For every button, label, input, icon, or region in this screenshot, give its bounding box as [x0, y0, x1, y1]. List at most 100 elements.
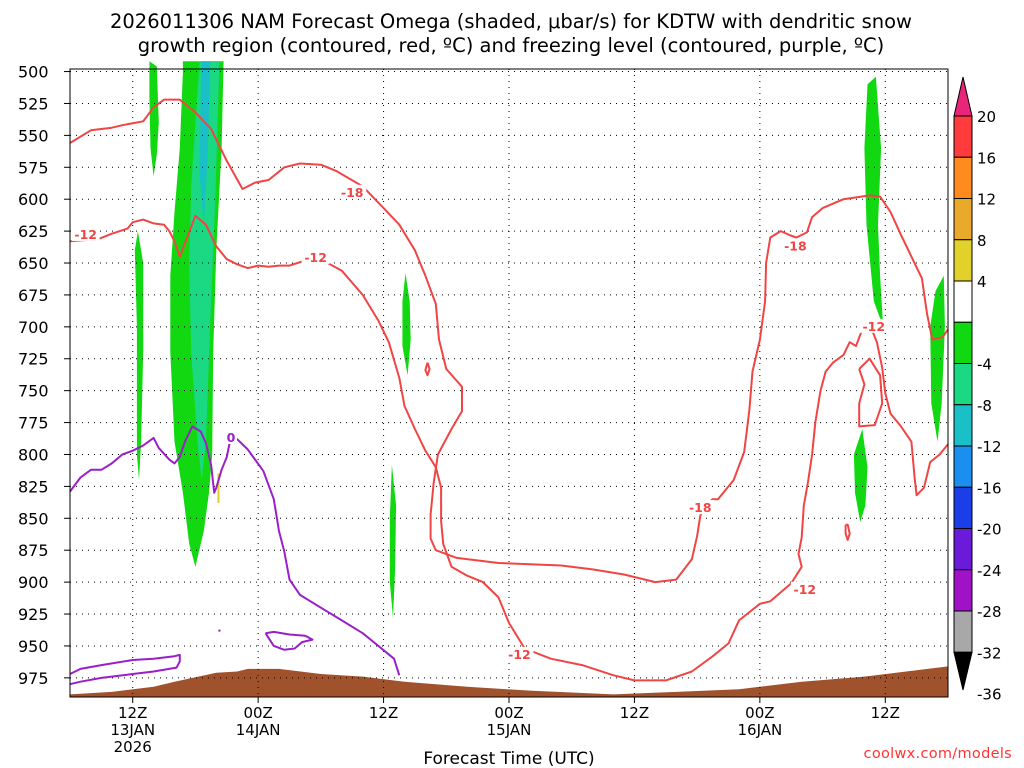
freezing-contour-0 [69, 425, 401, 676]
omega-shading [134, 61, 945, 618]
omega-region-7 [864, 76, 884, 327]
contour-label-bg-2 [301, 249, 330, 264]
dendritic-contour-4 [844, 523, 851, 541]
contour-label-7: -12 [794, 582, 817, 597]
colorbar-bottom-arrow [953, 651, 973, 691]
omega-region-8 [853, 429, 868, 523]
terrain-fill [70, 666, 948, 697]
contour-label-8: 0 [227, 430, 236, 445]
colorbar-bin-1 [953, 156, 973, 199]
terrain [70, 666, 948, 697]
colorbar-bin-6 [953, 363, 973, 406]
colorbar-bin-3 [953, 239, 973, 282]
y-tick-label: 750 [18, 382, 49, 401]
x-tick-label: 12Z [118, 704, 147, 722]
omega-region-1 [134, 231, 144, 480]
chart-title-line1: 2026011306 NAM Forecast Omega (shaded, μ… [110, 10, 912, 33]
colorbar-label: -32 [977, 644, 1002, 662]
colorbar: 20 16 12 8 4 -4 -8 -12 -16 -20 -24 -28 -32 -36 [953, 76, 1002, 704]
omega-region-9 [930, 275, 945, 442]
colorbar-bin-8 [953, 445, 973, 488]
y-tick-label: 625 [18, 222, 49, 241]
y-tick-label: 500 [18, 63, 49, 82]
contour-label-1: -18 [341, 185, 364, 200]
freezing-contour-2 [264, 630, 314, 651]
contour-label-bg-6 [505, 646, 534, 661]
y-tick-label: 825 [18, 477, 49, 496]
contour-label-bg-4 [781, 238, 810, 253]
dendritic-contour-2 [858, 357, 884, 428]
x-tick-label: 12Z [871, 704, 900, 722]
y-tick-label: 675 [18, 286, 49, 305]
site-credit: coolwx.com/models [864, 746, 1012, 762]
dendritic-contours [69, 98, 949, 682]
x-tick-label: 00Z [494, 704, 523, 722]
colorbar-label: 8 [977, 232, 987, 250]
colorbar-bin-11 [953, 569, 973, 612]
y-tick-label: 875 [18, 541, 49, 560]
colorbar-label: 20 [977, 108, 996, 126]
x-tick-label: 2026 [114, 738, 152, 756]
y-tick-label: 950 [18, 637, 49, 656]
dendritic-contour-0 [69, 98, 949, 584]
colorbar-label: -24 [977, 562, 1002, 580]
y-tick-label: 575 [18, 158, 49, 177]
x-tick-label: 14JAN [236, 721, 281, 739]
colorbar-label: -12 [977, 438, 1002, 456]
omega-region-5 [402, 273, 411, 376]
colorbar-label: -4 [977, 356, 992, 374]
x-tick-label: 12Z [620, 704, 649, 722]
colorbar-bin-5 [953, 321, 973, 364]
y-tick-label: 800 [18, 445, 49, 464]
contour-label-bg-1 [338, 184, 367, 199]
colorbar-top-arrow [953, 76, 973, 117]
y-tick-label: 600 [18, 190, 49, 209]
y-tick-label: 925 [18, 605, 49, 624]
colorbar-label: -36 [977, 686, 1002, 704]
y-tick-label: 700 [18, 318, 49, 337]
chart-title-line2: growth region (contoured, red, ºC) and f… [138, 34, 885, 57]
colorbar-bin-10 [953, 528, 973, 571]
y-tick-label: 550 [18, 126, 49, 145]
contour-label-bg-3 [686, 500, 715, 515]
contour-label-bg-0 [71, 226, 100, 241]
colorbar-label: 4 [977, 273, 987, 291]
y-tick-label: 975 [18, 669, 49, 688]
x-tick-label: 12Z [369, 704, 398, 722]
contour-label-6: -12 [508, 647, 531, 662]
contour-label-5: -12 [862, 319, 885, 334]
y-tick-label: 725 [18, 350, 49, 369]
colorbar-bin-12 [953, 610, 973, 653]
y-tick-label: 900 [18, 573, 49, 592]
dendritic-contour-3 [424, 362, 431, 377]
y-tick-label: 650 [18, 254, 49, 273]
colorbar-bin-9 [953, 486, 973, 529]
x-tick-label: 13JAN [110, 721, 155, 739]
omega-region-0 [149, 61, 159, 177]
grid [70, 69, 948, 697]
omega-region-3 [189, 61, 220, 481]
x-axis-label: Forecast Time (UTC) [423, 749, 594, 768]
omega-region-4 [199, 61, 211, 225]
colorbar-label: 16 [977, 149, 996, 167]
colorbar-label: -16 [977, 479, 1002, 497]
contour-label-4: -18 [784, 238, 807, 253]
dendritic-contour-1 [69, 214, 949, 682]
colorbar-label: -8 [977, 397, 992, 415]
colorbar-bin-0 [953, 115, 973, 158]
contour-label-3: -18 [689, 500, 712, 515]
y-axis: 500 525 550 575 600 625 650 675 700 725 750 775 800 8… [18, 63, 70, 688]
colorbar-bin-2 [953, 198, 973, 241]
y-tick-label: 775 [18, 414, 49, 433]
contour-label-0: -12 [74, 227, 97, 242]
x-tick-label: 00Z [243, 704, 272, 722]
colorbar-label: -28 [977, 603, 1002, 621]
y-tick-label: 525 [18, 94, 49, 113]
colorbar-label: 12 [977, 191, 996, 209]
colorbar-bin-7 [953, 404, 973, 447]
colorbar-label: -20 [977, 521, 1002, 539]
contour-label-bg-5 [859, 318, 888, 333]
x-tick-label: 15JAN [487, 721, 532, 739]
